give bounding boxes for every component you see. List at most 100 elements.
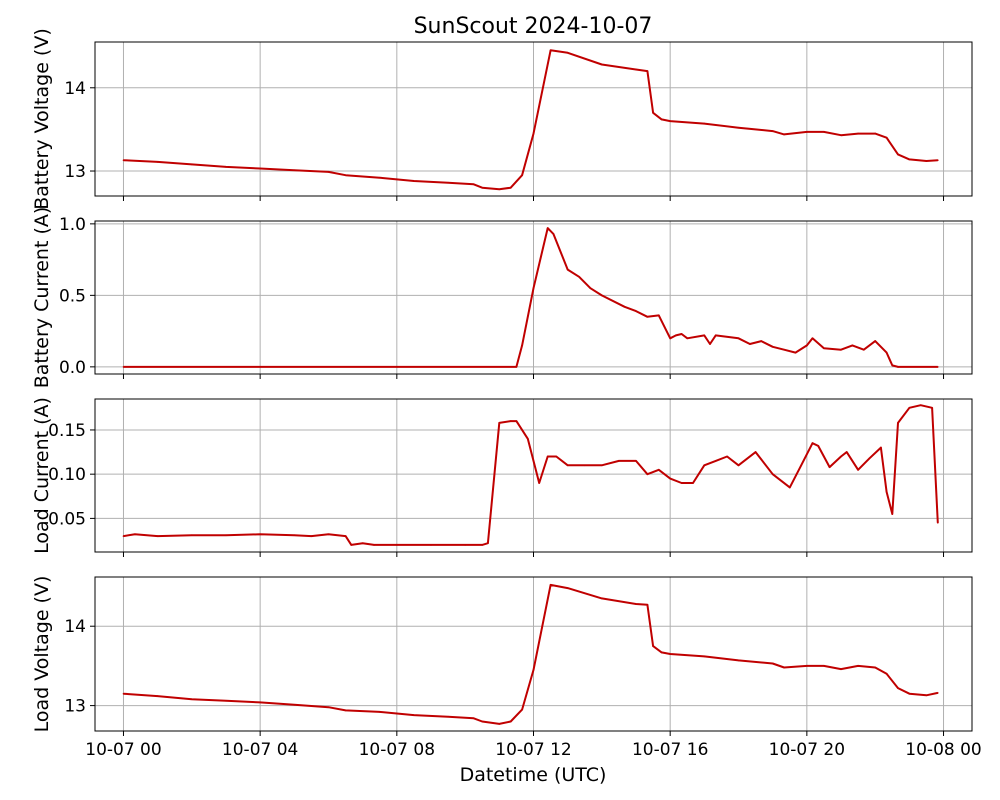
data-point bbox=[669, 337, 671, 340]
data-point bbox=[191, 163, 193, 166]
data-point bbox=[566, 52, 569, 54]
data-point bbox=[863, 348, 865, 351]
data-point bbox=[481, 186, 484, 189]
data-point bbox=[225, 534, 227, 536]
data-point bbox=[737, 337, 740, 340]
y-tick-label: 0.15 bbox=[48, 421, 86, 441]
figure-title: SunScout 2024-10-07 bbox=[414, 14, 653, 39]
data-point bbox=[771, 473, 774, 476]
x-tick-label: 10-08 00 bbox=[905, 740, 981, 760]
y-tick-label: 0.0 bbox=[59, 358, 86, 378]
data-point bbox=[498, 422, 501, 424]
data-point bbox=[566, 464, 569, 467]
data-point bbox=[857, 665, 859, 667]
data-point bbox=[361, 542, 364, 544]
data-point bbox=[191, 698, 193, 700]
data-point bbox=[908, 407, 911, 409]
data-point bbox=[714, 334, 717, 337]
data-point bbox=[714, 460, 717, 462]
axes-frame bbox=[94, 576, 973, 732]
data-point bbox=[509, 420, 512, 422]
y-tick-label: 0.10 bbox=[48, 465, 86, 485]
data-point bbox=[937, 692, 939, 694]
data-point bbox=[675, 334, 677, 337]
data-point bbox=[122, 535, 125, 537]
series-line bbox=[123, 227, 938, 368]
data-point bbox=[447, 715, 449, 718]
data-point bbox=[327, 533, 330, 536]
data-point bbox=[156, 161, 159, 163]
data-point bbox=[660, 118, 663, 121]
data-point bbox=[635, 68, 637, 71]
data-point bbox=[874, 132, 876, 135]
data-point bbox=[350, 544, 353, 546]
data-point bbox=[373, 544, 375, 546]
data-point bbox=[259, 701, 261, 704]
subplot-4: 10-07 00 10-07 04 10-07 08 10-07 12 10-07 16… bbox=[31, 576, 982, 760]
data-point bbox=[823, 665, 825, 667]
data-point bbox=[646, 473, 649, 476]
data-point bbox=[134, 533, 136, 536]
data-point bbox=[703, 122, 706, 125]
data-point bbox=[737, 659, 740, 662]
data-point bbox=[293, 534, 296, 536]
data-point bbox=[589, 287, 592, 290]
y-tick-label: 0.05 bbox=[48, 509, 86, 529]
data-point bbox=[811, 337, 814, 340]
data-point bbox=[509, 720, 512, 723]
data-point bbox=[669, 120, 671, 122]
data-point bbox=[800, 464, 802, 467]
data-point bbox=[783, 133, 785, 136]
series-line bbox=[123, 49, 938, 191]
data-point bbox=[703, 334, 706, 337]
data-point bbox=[692, 482, 694, 484]
data-point bbox=[584, 464, 586, 467]
data-point bbox=[532, 669, 535, 671]
data-point bbox=[874, 340, 876, 342]
data-point bbox=[840, 348, 842, 351]
data-point bbox=[686, 337, 689, 340]
axes-frame bbox=[94, 398, 973, 553]
data-point bbox=[464, 544, 467, 546]
x-tick-label: 10-07 12 bbox=[495, 740, 571, 760]
data-point bbox=[310, 535, 313, 537]
data-point bbox=[498, 188, 501, 191]
data-point bbox=[937, 522, 939, 524]
data-point bbox=[749, 343, 751, 345]
data-point bbox=[378, 176, 381, 179]
data-point bbox=[122, 159, 125, 161]
data-point bbox=[601, 294, 603, 297]
axes-frame bbox=[94, 41, 973, 197]
data-point bbox=[635, 460, 637, 462]
data-point bbox=[840, 668, 842, 670]
data-point bbox=[840, 134, 842, 136]
data-point bbox=[156, 695, 159, 697]
axes-frame bbox=[94, 220, 973, 375]
data-point bbox=[851, 344, 854, 347]
data-point bbox=[601, 464, 603, 467]
data-point bbox=[754, 451, 757, 453]
data-point bbox=[259, 533, 261, 536]
data-point bbox=[669, 653, 671, 655]
data-point bbox=[658, 469, 660, 471]
data-point bbox=[908, 158, 911, 161]
data-point bbox=[344, 709, 347, 712]
data-point bbox=[521, 708, 523, 711]
y-axis-label: Battery Voltage (V) bbox=[31, 28, 53, 210]
x-tick-label: 10-07 08 bbox=[359, 740, 435, 760]
data-point bbox=[897, 366, 899, 368]
data-point bbox=[549, 49, 552, 52]
y-axis-label: Battery Current (A) bbox=[31, 207, 53, 389]
y-tick-label: 14 bbox=[64, 617, 86, 637]
data-point bbox=[937, 159, 939, 161]
data-point bbox=[891, 513, 894, 515]
data-point bbox=[521, 174, 523, 176]
data-point bbox=[840, 455, 842, 458]
data-point bbox=[885, 136, 888, 139]
data-point bbox=[806, 665, 808, 667]
data-point bbox=[811, 442, 814, 445]
data-point bbox=[498, 723, 501, 725]
data-point bbox=[566, 268, 569, 271]
data-point bbox=[566, 587, 569, 589]
